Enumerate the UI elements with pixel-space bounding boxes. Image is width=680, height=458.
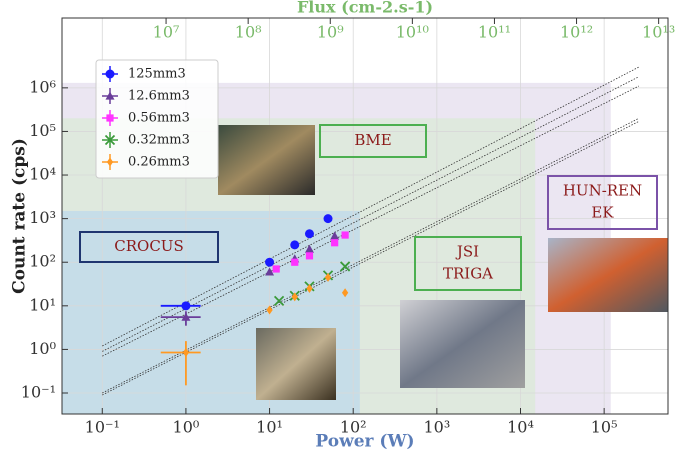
photo (218, 125, 315, 195)
y-tick-label: 10⁰ (29, 339, 56, 358)
data-point (181, 301, 190, 310)
x2-tick-label: 10¹² (560, 23, 593, 42)
data-point (290, 240, 299, 249)
annotation-text: EK (591, 204, 614, 222)
y-tick-label: 10⁻¹ (21, 383, 56, 402)
x2-tick-label: 10⁷ (153, 23, 180, 42)
x-tick-label: 10⁵ (591, 418, 618, 437)
x-tick-label: 10² (340, 418, 367, 437)
legend-label: 0.32mm3 (128, 133, 190, 148)
y-tick-label: 10⁵ (29, 121, 56, 140)
data-point (305, 229, 314, 238)
data-point (342, 231, 349, 238)
x-tick-label: 10⁴ (507, 418, 534, 437)
x-tick-label: 10³ (423, 418, 450, 437)
data-point (265, 258, 274, 267)
legend-label: 125mm3 (128, 67, 186, 82)
legend-label: 0.26mm3 (128, 155, 190, 170)
x-tick-label: 10⁰ (173, 418, 200, 437)
x2-tick-label: 10¹³ (642, 23, 675, 42)
data-point (306, 252, 313, 259)
y-tick-label: 10⁴ (29, 165, 56, 184)
x2-tick-label: 10⁹ (317, 23, 344, 42)
x2-tick-label: 10¹⁰ (396, 23, 429, 42)
x2-tick-label: 10⁸ (235, 23, 262, 42)
photo (548, 238, 668, 312)
legend-label: 0.56mm3 (128, 111, 190, 126)
y-tick-label: 10¹ (29, 295, 56, 314)
photo (400, 300, 525, 388)
legend: 125mm3 12.6mm3 0.56mm3 0.32mm3 0.26mm3 (96, 60, 218, 178)
legend-marker (106, 70, 115, 79)
y-tick-label: 10³ (29, 208, 56, 227)
legend-label: 12.6mm3 (128, 89, 190, 104)
annotation-text: CROCUS (114, 237, 183, 255)
data-point (291, 259, 298, 266)
y-tick-label: 10² (29, 252, 56, 271)
annotation-text: JSI (455, 243, 479, 261)
x2-tick-label: 10¹¹ (478, 23, 511, 42)
x-tick-label: 10⁻¹ (85, 418, 120, 437)
data-point (273, 265, 280, 272)
annotation-text: BME (354, 131, 391, 149)
annotation-text: HUN-REN (563, 182, 642, 200)
y-axis-label: Count rate (cps) (10, 138, 30, 294)
legend-marker (106, 114, 113, 121)
y-tick-label: 10⁶ (29, 77, 56, 96)
chart: Power (W) Count rate (cps) Flux (cm-2.s-… (0, 0, 680, 454)
annotation-text: TRIGA (443, 265, 493, 283)
x-tick-label: 10¹ (256, 418, 283, 437)
x2-axis-label: Flux (cm-2.s-1) (297, 0, 433, 17)
data-point (324, 214, 333, 223)
data-point (331, 239, 338, 246)
photo (256, 328, 336, 400)
